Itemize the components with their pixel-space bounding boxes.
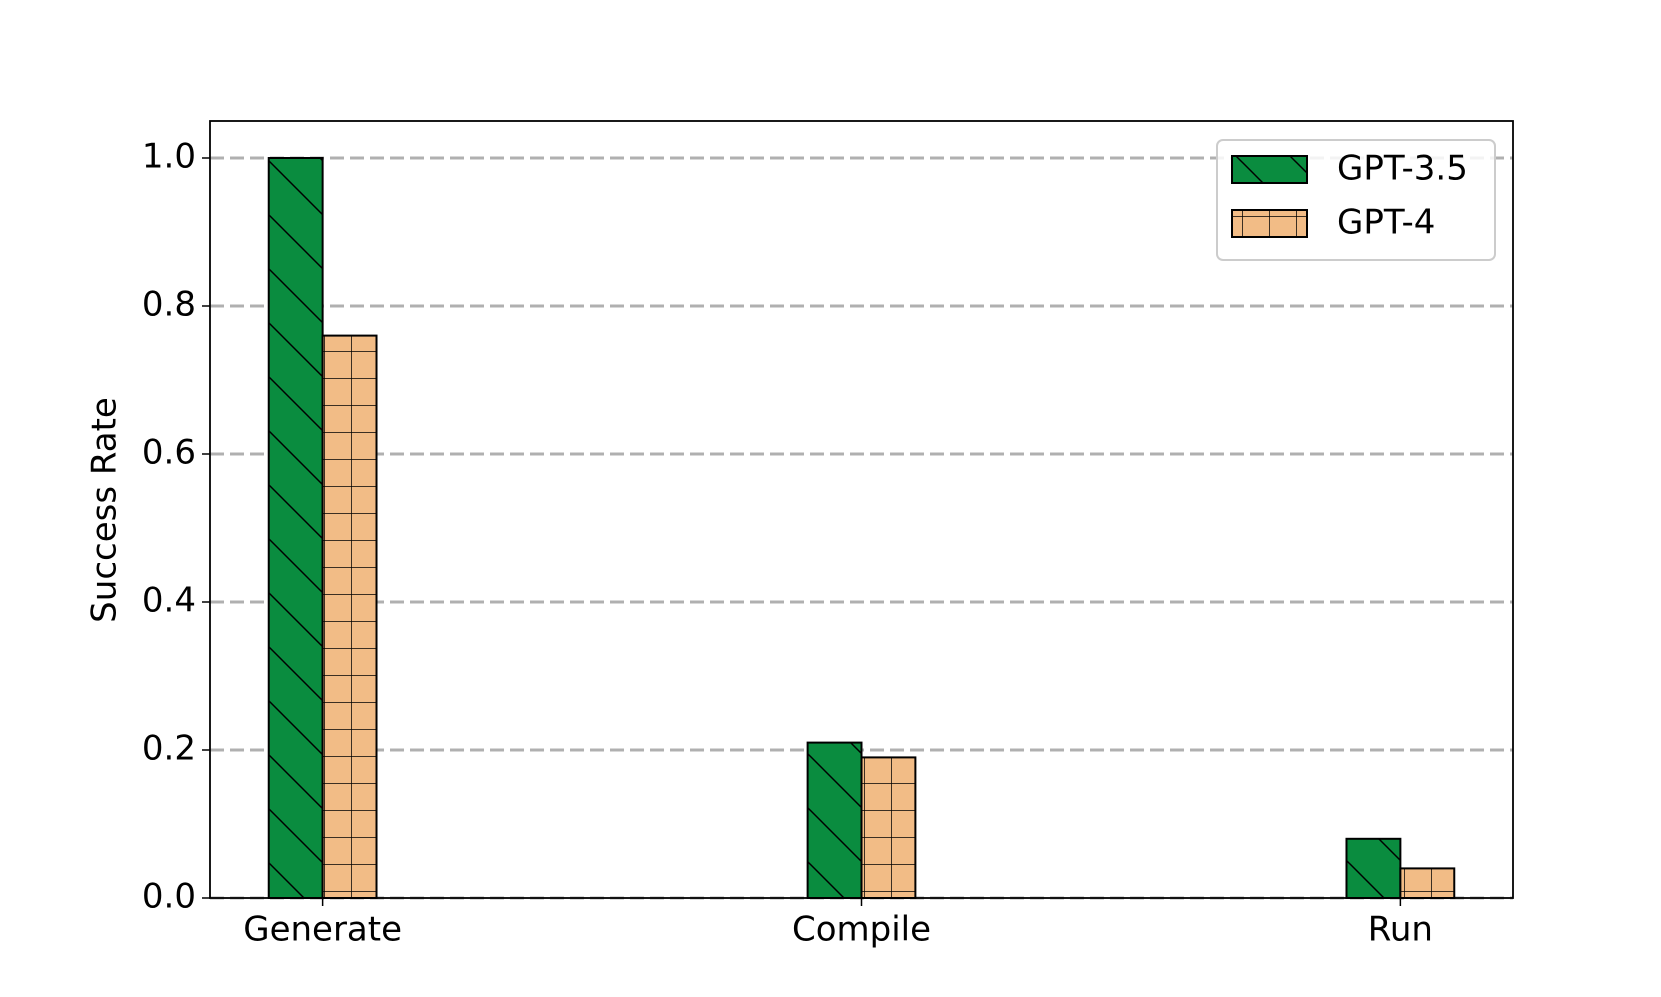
bar — [806, 741, 863, 899]
bar-hatch — [267, 157, 324, 899]
legend-label: GPT-4 — [1337, 203, 1435, 243]
legend-swatch-hatch — [1231, 209, 1308, 238]
bar — [1399, 867, 1456, 900]
bar — [321, 334, 378, 900]
bar — [267, 157, 324, 899]
bar — [860, 756, 917, 900]
y-tick-label: 0.6 — [142, 433, 196, 473]
bar-hatch — [1345, 837, 1402, 899]
x-tick-label: Run — [1368, 910, 1433, 950]
y-tick-label: 0.2 — [142, 729, 196, 769]
legend-swatch-hatch — [1231, 155, 1308, 184]
bar-hatch — [1399, 867, 1456, 900]
x-tick-label: Compile — [792, 910, 931, 950]
y-tick-label: 0.4 — [142, 581, 196, 621]
bar-hatch — [860, 756, 917, 900]
x-tick-label: Generate — [243, 910, 402, 950]
y-axis-label: Success Rate — [85, 397, 125, 623]
y-tick-label: 0.0 — [142, 877, 196, 917]
legend-label: GPT-3.5 — [1337, 149, 1468, 189]
bar-hatch — [321, 334, 378, 900]
y-tick-label: 1.0 — [142, 137, 196, 177]
y-tick-label: 0.8 — [142, 285, 196, 325]
plot-frame — [209, 120, 1514, 899]
bar — [1345, 837, 1402, 899]
bar-hatch — [806, 741, 863, 899]
